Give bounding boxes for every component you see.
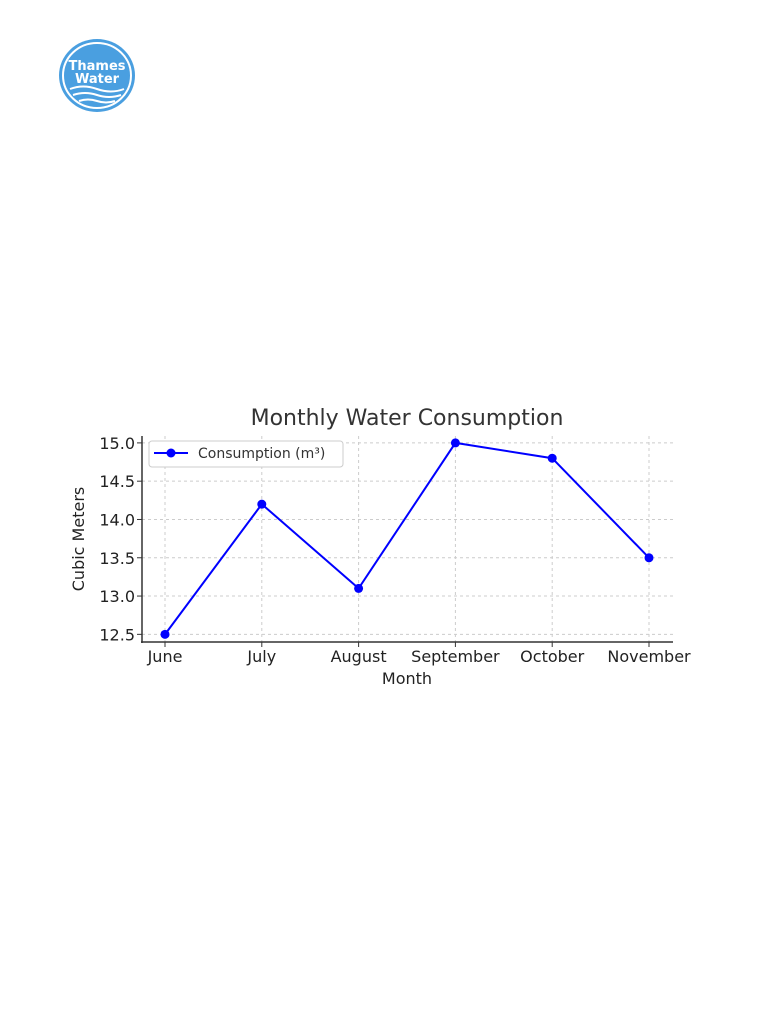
- thames-water-logo: Thames Water: [59, 39, 135, 112]
- svg-text:Water: Water: [75, 72, 120, 87]
- y-tick-label: 13.0: [99, 587, 135, 606]
- x-tick-label: November: [607, 647, 691, 666]
- y-tick-label: 13.5: [99, 549, 135, 568]
- x-tick-label: July: [246, 647, 276, 666]
- data-point-june: [160, 629, 170, 639]
- data-point-july: [257, 499, 267, 509]
- data-point-october: [547, 453, 557, 463]
- svg-text:Thames: Thames: [69, 59, 126, 74]
- legend: Consumption (m³): [148, 440, 344, 468]
- legend-marker-icon: [166, 448, 176, 458]
- x-axis-label: Month: [382, 669, 432, 688]
- x-tick-label: August: [331, 647, 387, 666]
- x-tick-label: October: [520, 647, 584, 666]
- data-point-september: [450, 438, 460, 448]
- y-tick-label: 15.0: [99, 434, 135, 453]
- y-axis-label: Cubic Meters: [69, 487, 88, 591]
- x-tick-label: September: [411, 647, 500, 666]
- y-tick-label: 12.5: [99, 625, 135, 644]
- y-tick-label: 14.5: [99, 472, 135, 491]
- chart-title: Monthly Water Consumption: [251, 406, 564, 431]
- x-tick-label: June: [147, 647, 183, 666]
- data-point-november: [644, 553, 654, 563]
- data-point-august: [354, 583, 364, 593]
- legend-label: Consumption (m³): [198, 446, 325, 462]
- series-line: [164, 441, 650, 635]
- y-tick-label: 14.0: [99, 510, 135, 529]
